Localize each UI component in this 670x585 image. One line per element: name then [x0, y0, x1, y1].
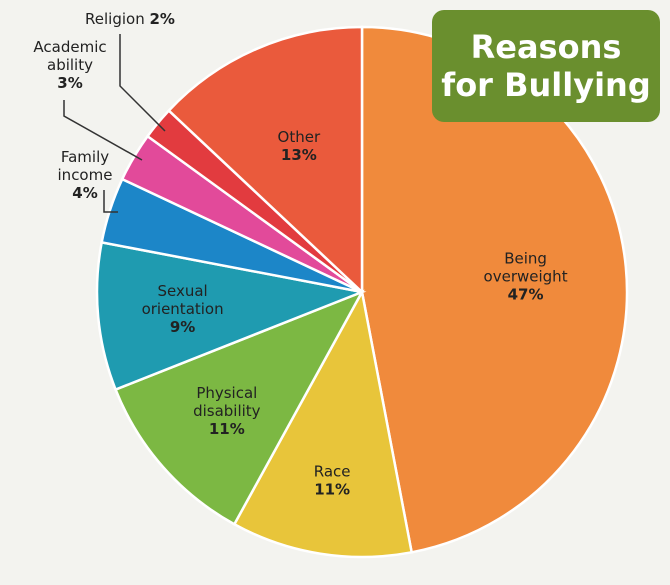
- pie-slice-other: [167, 25, 364, 295]
- slice-label-family-income: Family income 4%: [58, 148, 113, 202]
- leader-line-family-income: [103, 190, 118, 213]
- slice-label-other: Other 13%: [278, 128, 321, 164]
- slice-label-physical-disability: Physical disability 11%: [193, 384, 261, 438]
- chart-title-line-2: for Bullying: [441, 66, 651, 104]
- pie-slice-sexual-orientation: [95, 240, 367, 392]
- pie-slice-race: [232, 288, 414, 559]
- slice-label-sexual-orientation: Sexual orientation 9%: [142, 282, 224, 336]
- chart-title: Reasons for Bullying: [432, 10, 660, 122]
- slice-label-academic-ability: Academic ability 3%: [33, 38, 106, 92]
- slice-label-race: Race 11%: [314, 462, 351, 498]
- pie-slice-physical-disability: [113, 289, 365, 526]
- chart-title-line-1: Reasons: [470, 28, 622, 66]
- slice-label-religion: Religion 2%: [85, 10, 175, 28]
- leader-line-academic-ability: [63, 100, 143, 161]
- leader-line-religion: [119, 34, 166, 132]
- slice-label-being-overweight: Being overweight 47%: [484, 250, 568, 304]
